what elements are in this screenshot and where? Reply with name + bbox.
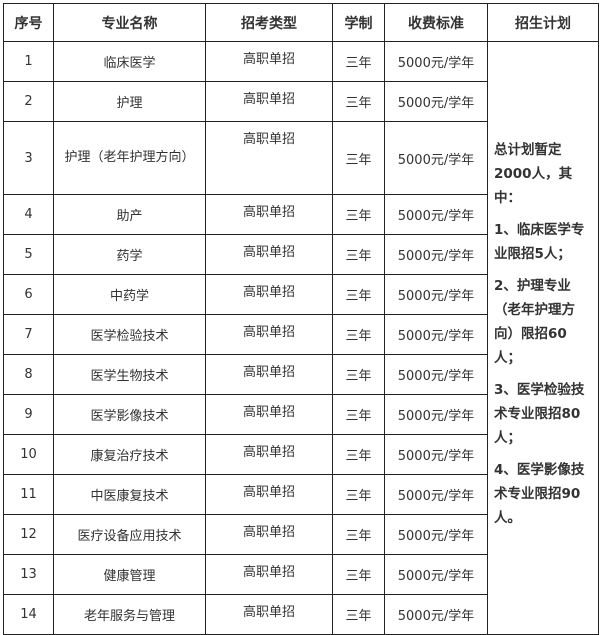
cell-type: 高职单招	[205, 554, 333, 595]
header-row: 序号 专业名称 招考类型 学制 收费标准 招生计划	[3, 3, 599, 42]
cell-years: 三年	[332, 434, 385, 475]
cell-no: 5	[3, 234, 54, 275]
header-type: 招考类型	[205, 3, 333, 42]
cell-years: 三年	[332, 514, 385, 555]
cell-type: 高职单招	[205, 594, 333, 635]
cell-name: 中药学	[53, 274, 206, 315]
cell-no: 14	[3, 594, 54, 635]
cell-type: 高职单招	[205, 81, 333, 122]
cell-name: 健康管理	[53, 554, 206, 595]
cell-no: 3	[3, 121, 54, 195]
header-name: 专业名称	[53, 3, 206, 42]
cell-type: 高职单招	[205, 234, 333, 275]
cell-name: 医疗设备应用技术	[53, 514, 206, 555]
cell-fee: 5000元/学年	[384, 234, 488, 275]
cell-no: 2	[3, 81, 54, 122]
cell-fee: 5000元/学年	[384, 554, 488, 595]
cell-type: 高职单招	[205, 274, 333, 315]
cell-fee: 5000元/学年	[384, 394, 488, 435]
cell-fee: 5000元/学年	[384, 514, 488, 555]
table-row: 1 临床医学 高职单招 三年 5000元/学年 总计划暂定2000人，其中： 1、临床医学专…	[3, 41, 599, 635]
cell-name: 老年服务与管理	[53, 594, 206, 635]
cell-fee: 5000元/学年	[384, 81, 488, 122]
cell-name: 医学影像技术	[53, 394, 206, 435]
cell-years: 三年	[332, 194, 385, 235]
cell-name: 助产	[53, 194, 206, 235]
cell-name: 药学	[53, 234, 206, 275]
enrollment-table: 序号 专业名称 招考类型 学制 收费标准 招生计划 1 临床医学 高职单招 三年 500…	[3, 3, 599, 635]
cell-no: 13	[3, 554, 54, 595]
cell-name: 医学生物技术	[53, 354, 206, 395]
table-row: 11 中医康复技术 高职单招 三年 5000元/学年	[3, 474, 599, 515]
cell-name: 医学检验技术	[53, 314, 206, 355]
cell-name: 康复治疗技术	[53, 434, 206, 475]
cell-name: 临床医学	[53, 41, 206, 82]
table-row: 3 护理（老年护理方向） 高职单招 三年 5000元/学年	[3, 121, 599, 195]
plan-paragraph: 2、护理专业（老年护理方向）限招60人；	[494, 278, 575, 366]
cell-name: 护理	[53, 81, 206, 122]
cell-no: 4	[3, 194, 54, 235]
cell-years: 三年	[332, 474, 385, 515]
cell-fee: 5000元/学年	[384, 594, 488, 635]
cell-name: 中医康复技术	[53, 474, 206, 515]
cell-name: 护理（老年护理方向）	[53, 121, 206, 195]
cell-no: 1	[3, 41, 54, 82]
header-no: 序号	[3, 3, 54, 42]
cell-type: 高职单招	[205, 514, 333, 555]
cell-type: 高职单招	[205, 121, 333, 195]
cell-years: 三年	[332, 234, 385, 275]
table-row: 5 药学 高职单招 三年 5000元/学年	[3, 234, 599, 275]
header-plan: 招生计划	[487, 3, 599, 42]
header-years: 学制	[332, 3, 385, 42]
cell-no: 12	[3, 514, 54, 555]
cell-type: 高职单招	[205, 394, 333, 435]
plan-paragraph: 4、医学影像技术专业限招90人。	[494, 462, 585, 526]
cell-fee: 5000元/学年	[384, 121, 488, 195]
table-body: 1 临床医学 高职单招 三年 5000元/学年 总计划暂定2000人，其中： 1、临床医学专…	[3, 41, 599, 635]
plan-paragraph: 总计划暂定2000人，其中：	[494, 142, 573, 206]
cell-type: 高职单招	[205, 314, 333, 355]
cell-no: 7	[3, 314, 54, 355]
cell-years: 三年	[332, 394, 385, 435]
cell-years: 三年	[332, 121, 385, 195]
cell-fee: 5000元/学年	[384, 474, 488, 515]
cell-years: 三年	[332, 354, 385, 395]
cell-years: 三年	[332, 594, 385, 635]
cell-no: 8	[3, 354, 54, 395]
plan-paragraph: 1、临床医学专业限招5人；	[494, 222, 585, 262]
cell-type: 高职单招	[205, 354, 333, 395]
cell-fee: 5000元/学年	[384, 41, 488, 82]
cell-fee: 5000元/学年	[384, 354, 488, 395]
cell-fee: 5000元/学年	[384, 274, 488, 315]
cell-no: 10	[3, 434, 54, 475]
table-row: 2 护理 高职单招 三年 5000元/学年	[3, 81, 599, 122]
plan-paragraph: 3、医学检验技术专业限招80人；	[494, 382, 585, 446]
table-row: 4 助产 高职单招 三年 5000元/学年	[3, 194, 599, 235]
table-row: 6 中药学 高职单招 三年 5000元/学年	[3, 274, 599, 315]
cell-no: 9	[3, 394, 54, 435]
cell-years: 三年	[332, 314, 385, 355]
cell-no: 6	[3, 274, 54, 315]
cell-years: 三年	[332, 274, 385, 315]
cell-years: 三年	[332, 554, 385, 595]
cell-type: 高职单招	[205, 474, 333, 515]
table-row: 9 医学影像技术 高职单招 三年 5000元/学年	[3, 394, 599, 435]
header-fee: 收费标准	[384, 3, 488, 42]
cell-type: 高职单招	[205, 434, 333, 475]
cell-fee: 5000元/学年	[384, 194, 488, 235]
cell-no: 11	[3, 474, 54, 515]
cell-fee: 5000元/学年	[384, 434, 488, 475]
cell-years: 三年	[332, 41, 385, 82]
enrollment-plan-cell: 总计划暂定2000人，其中： 1、临床医学专业限招5人； 2、护理专业（老年护理方向…	[487, 41, 599, 635]
table-row: 7 医学检验技术 高职单招 三年 5000元/学年	[3, 314, 599, 355]
cell-type: 高职单招	[205, 194, 333, 235]
cell-fee: 5000元/学年	[384, 314, 488, 355]
cell-type: 高职单招	[205, 41, 333, 82]
cell-years: 三年	[332, 81, 385, 122]
